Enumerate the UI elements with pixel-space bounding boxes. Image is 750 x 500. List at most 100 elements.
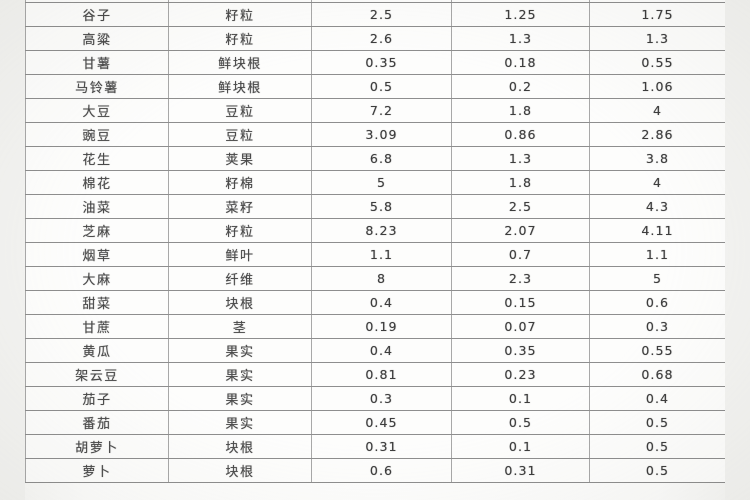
table-cell-part: 籽粒 — [168, 218, 312, 243]
table-cell-crop: 马铃薯 — [25, 74, 169, 99]
table-cell-part: 鲜块根 — [168, 74, 312, 99]
table-cell-n: 2.6 — [311, 26, 452, 51]
table-cell-part: 籽粒 — [168, 2, 312, 27]
table-cell-n: 5 — [311, 170, 452, 195]
table-row: 甘蔗茎 0.19 0.07 0.3 — [25, 314, 726, 339]
table-row: 大豆 豆粒 7.2 1.8 4 — [25, 98, 726, 123]
table-cell-k: 1.1 — [589, 242, 726, 267]
table-cell-p: 0.18 — [451, 50, 590, 75]
table-cell-n: 0.19 — [311, 314, 452, 339]
table-cell-k: 0.5 — [589, 434, 726, 459]
table-row: 茄子 果实 0.3 0.1 0.4 — [25, 386, 726, 411]
table-cell-n: 5.8 — [311, 194, 452, 219]
table-cell-n: 0.45 — [311, 410, 452, 435]
table-cell-p: 0.2 — [451, 74, 590, 99]
table-cell-part: 菜籽 — [168, 194, 312, 219]
table-row: 烟草 鲜叶 1.1 0.7 1.1 — [25, 242, 726, 267]
table-cell-crop: 架云豆 — [25, 362, 169, 387]
table-row: 甘薯 鲜块根 0.35 0.18 0.55 — [25, 50, 726, 75]
table-cell-p: 0.35 — [451, 338, 590, 363]
table-cell-crop: 胡萝卜 — [25, 434, 169, 459]
table-cell-crop: 烟草 — [25, 242, 169, 267]
table-cell-n: 0.4 — [311, 338, 452, 363]
table-cell-k: 3.8 — [589, 146, 726, 171]
table-cell-part: 果实 — [168, 338, 312, 363]
table-cell-n: 1.1 — [311, 242, 452, 267]
table-cell-part: 块根 — [168, 290, 312, 315]
table-cell-crop: 豌豆 — [25, 122, 169, 147]
table-cell-p: 0.7 — [451, 242, 590, 267]
table-cell-part: 块根 — [168, 458, 312, 483]
table-cell-part: 荚果 — [168, 146, 312, 171]
table-cell-p: 0.5 — [451, 410, 590, 435]
table-row: 棉花 籽棉 5 1.8 4 — [25, 170, 726, 195]
table-row: 番茄 果实 0.45 0.5 0.5 — [25, 410, 726, 435]
table-cell-crop: 谷子 — [25, 2, 169, 27]
table-cell-n: 8.23 — [311, 218, 452, 243]
table-cell-k: 4 — [589, 170, 726, 195]
table-cell-n: 0.81 — [311, 362, 452, 387]
table-cell-part: 茎 — [168, 314, 312, 339]
table-cell-p: 2.07 — [451, 218, 590, 243]
crop-nutrient-table: 玉米籽粒2.570.862.14谷子籽粒2.51.251.75高粱籽粒2.61.… — [25, 0, 726, 483]
table-cell-k: 0.5 — [589, 410, 726, 435]
table-cell-p: 0.07 — [451, 314, 590, 339]
table-cell-crop: 茄子 — [25, 386, 169, 411]
table-cell-k: 5 — [589, 266, 726, 291]
table-row: 豌豆 豆粒 3.09 0.86 2.86 — [25, 122, 726, 147]
table-cell-k: 1.06 — [589, 74, 726, 99]
table-cell-part: 豆粒 — [168, 98, 312, 123]
table-cell-k: 0.68 — [589, 362, 726, 387]
table-cell-n: 8 — [311, 266, 452, 291]
table-cell-part: 纤维 — [168, 266, 312, 291]
table-row: 高粱 籽粒 2.6 1.3 1.3 — [25, 26, 726, 51]
table-cell-crop: 大麻 — [25, 266, 169, 291]
table-cell-n: 7.2 — [311, 98, 452, 123]
table-cell-p: 0.31 — [451, 458, 590, 483]
table-cell-n: 0.35 — [311, 50, 452, 75]
table-cell-part: 果实 — [168, 362, 312, 387]
table-cell-p: 1.8 — [451, 170, 590, 195]
table-cell-part: 果实 — [168, 386, 312, 411]
table-cell-p: 2.3 — [451, 266, 590, 291]
table-row: 甜菜 块根 0.4 0.15 0.6 — [25, 290, 726, 315]
table-cell-n: 0.31 — [311, 434, 452, 459]
table-cell-k: 4 — [589, 98, 726, 123]
table-cell-n: 0.3 — [311, 386, 452, 411]
table-cell-k: 2.86 — [589, 122, 726, 147]
table-cell-p: 0.1 — [451, 434, 590, 459]
table-cell-p: 0.23 — [451, 362, 590, 387]
table-cell-part: 鲜叶 — [168, 242, 312, 267]
table-cell-part: 籽粒 — [168, 26, 312, 51]
table-cell-p: 0.1 — [451, 386, 590, 411]
table-cell-n: 3.09 — [311, 122, 452, 147]
table-row: 胡萝卜 块根 0.31 0.1 0.5 — [25, 434, 726, 459]
table-cell-part: 豆粒 — [168, 122, 312, 147]
table-cell-crop: 甘薯 — [25, 50, 169, 75]
table-cell-p: 1.3 — [451, 146, 590, 171]
table-cell-crop: 甜菜 — [25, 290, 169, 315]
table-cell-n: 6.8 — [311, 146, 452, 171]
table-row: 芝麻 籽粒 8.23 2.07 4.11 — [25, 218, 726, 243]
table-cell-p: 0.86 — [451, 122, 590, 147]
table-cell-k: 1.75 — [589, 2, 726, 27]
table-cell-k: 0.6 — [589, 290, 726, 315]
table-cell-crop: 棉花 — [25, 170, 169, 195]
table-row: 黄瓜 果实 0.4 0.35 0.55 — [25, 338, 726, 363]
table-cell-crop: 油菜 — [25, 194, 169, 219]
table-row: 油菜 菜籽 5.8 2.5 4.3 — [25, 194, 726, 219]
table-cell-n: 0.4 — [311, 290, 452, 315]
table-row: 架云豆 果实 0.81 0.23 0.68 — [25, 362, 726, 387]
table-cell-k: 4.3 — [589, 194, 726, 219]
table-cell-n: 0.6 — [311, 458, 452, 483]
table-cell-p: 1.8 — [451, 98, 590, 123]
table-cell-k: 4.11 — [589, 218, 726, 243]
table-cell-crop: 芝麻 — [25, 218, 169, 243]
table-cell-crop: 甘蔗 — [25, 314, 169, 339]
table-cell-n: 0.5 — [311, 74, 452, 99]
table-cell-p: 0.15 — [451, 290, 590, 315]
table-cell-p: 1.25 — [451, 2, 590, 27]
table-cell-k: 1.3 — [589, 26, 726, 51]
table-cell-part: 鲜块根 — [168, 50, 312, 75]
